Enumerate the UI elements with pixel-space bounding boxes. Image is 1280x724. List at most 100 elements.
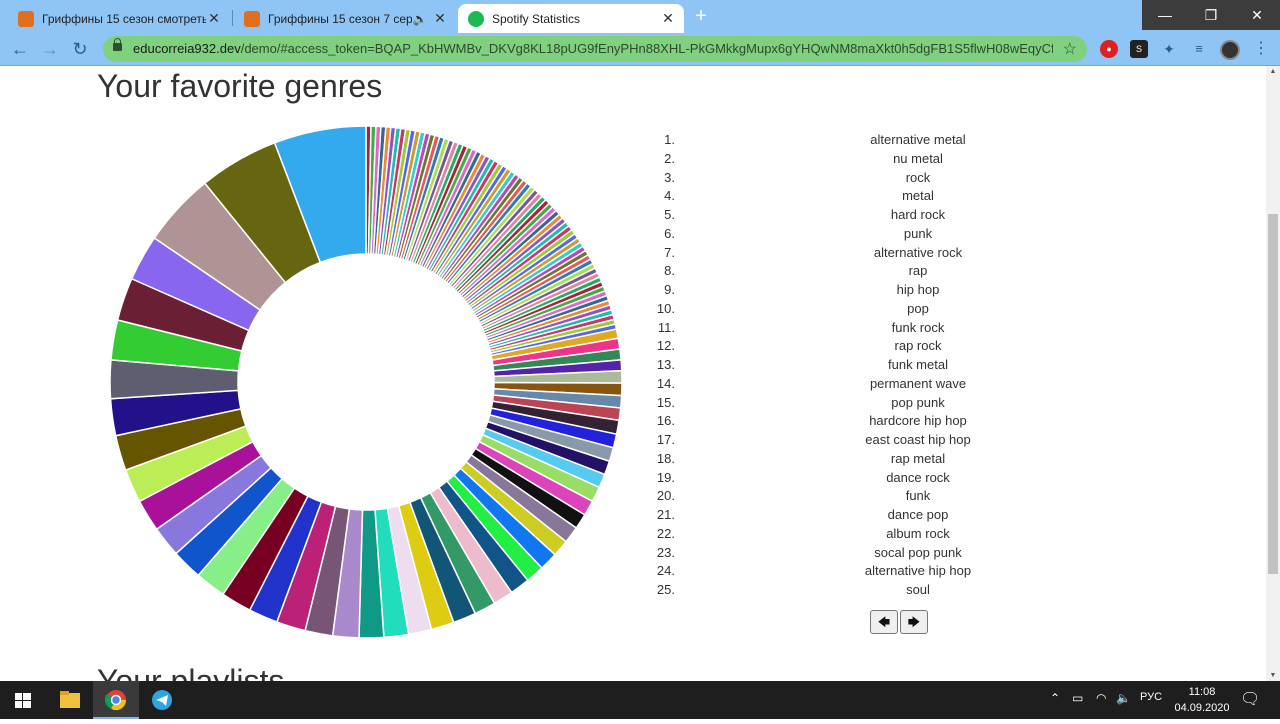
window-controls: — ❐ ✕ [1142,0,1280,30]
genre-name: nu metal [893,150,943,166]
genre-name: soul [906,582,930,597]
audio-playing-icon[interactable]: 🔈 [412,11,428,26]
page-scrollbar[interactable]: ▲ ▼ [1266,66,1280,681]
scroll-down-icon[interactable]: ▼ [1269,672,1277,679]
genre-rank: 20. [656,488,675,504]
genre-row: 11. funk rock [650,320,1000,339]
minimize-icon[interactable]: — [1158,7,1172,23]
scrollbar-thumb[interactable] [1268,214,1278,574]
genre-name: dance pop [887,507,949,522]
genre-row: 17. east coast hip hop [650,432,1000,451]
close-tab-icon[interactable]: ✕ [434,10,446,26]
extension-sih-icon[interactable]: S [1130,40,1148,58]
genre-name: east coast hip hop [865,432,971,447]
volume-icon[interactable]: 🔈 [1116,691,1131,705]
url-host: educorreia932.dev [133,41,241,56]
genre-row: 9. hip hop [650,282,1000,301]
genre-rank: 10. [656,300,675,316]
genre-row: 25. soul [650,582,1000,601]
genre-rank: 4. [664,188,675,204]
windows-taskbar: ⌃ ▭ ◠ 🔈 РУС 11:08 04.09.2020 🗨 [0,681,1280,719]
system-clock[interactable]: 11:08 04.09.2020 [1174,686,1230,714]
page-content: Your favorite genres 1. alternative metal… [0,66,1266,681]
close-window-icon[interactable]: ✕ [1251,7,1263,23]
next-page-button[interactable]: 🡆 [900,610,928,634]
genre-rank: 18. [656,450,675,466]
genre-name: funk [905,488,931,504]
keyboard-language-indicator[interactable]: РУС [1140,691,1163,703]
url-text[interactable]: educorreia932.dev/demo/#access_token=BQA… [133,41,1053,56]
genre-row: 4. metal [650,188,1000,207]
genre-row: 1. alternative metal [650,132,1000,151]
genre-rank: 6. [664,225,675,241]
bookmark-star-icon[interactable]: ☆ [1062,41,1077,58]
genre-name: alternative hip hop [864,563,972,579]
tab-favicon-icon [18,10,34,27]
genre-rank: 5. [664,207,675,222]
genre-name: rap rock [894,338,942,354]
genre-name: rap metal [890,450,946,466]
genre-rank: 25. [656,582,675,597]
tab-griffins-2[interactable]: Гриффины 15 сезон 7 серия 🔈 ✕ [234,4,456,33]
genre-row: 5. hard rock [650,207,1000,226]
genre-rank: 11. [657,319,675,335]
genre-rank: 3. [664,169,675,185]
genre-rank: 16. [656,413,675,429]
tab-griffins-1[interactable]: Гриффины 15 сезон смотреть о ✕ [8,4,230,33]
media-controls-icon[interactable]: ≡ [1195,41,1203,56]
genre-row: 23. socal pop punk [650,545,1000,564]
genre-row: 18. rap metal [650,451,1000,470]
genre-rank: 1. [664,132,675,147]
profile-avatar[interactable] [1220,40,1240,60]
back-arrow-icon[interactable]: ← [11,39,29,59]
tab-spotify-statistics[interactable]: Spotify Statistics ✕ [458,4,684,33]
genre-name: alternative metal [870,132,966,147]
genre-row: 6. punk [650,226,1000,245]
genre-name: rock [905,169,931,185]
genre-rank: 13. [656,357,675,372]
forward-arrow-icon[interactable]: → [41,39,59,59]
tab-separator [232,10,233,26]
new-tab-button[interactable]: + [695,5,707,27]
genre-name: funk rock [891,319,945,335]
restore-icon[interactable]: ❐ [1204,7,1218,23]
genre-rank: 9. [664,282,675,297]
tab-title: Гриффины 15 сезон смотреть о [42,11,206,26]
extensions-puzzle-icon[interactable]: ✦ [1163,41,1175,57]
genre-rank: 24. [656,563,675,579]
genre-rank: 23. [656,544,675,560]
close-tab-icon[interactable]: ✕ [208,10,220,26]
genres-list: 1. alternative metal 2. nu metal 3. rock 4. met… [650,132,1000,601]
genre-name: pop punk [891,394,945,410]
prev-page-button[interactable]: 🡄 [870,610,898,634]
chrome-taskbar-icon[interactable] [93,681,139,719]
genre-row: 8. rap [650,263,1000,282]
genre-name: album rock [886,525,950,541]
genres-donut-chart [109,125,623,639]
genre-name: funk metal [888,357,948,372]
genre-rank: 7. [664,244,675,260]
telegram-icon[interactable] [139,681,185,719]
genre-name: rap [908,263,928,279]
file-explorer-icon[interactable] [47,681,93,719]
close-tab-icon[interactable]: ✕ [662,10,674,26]
genre-row: 10. pop [650,301,1000,320]
extension-adblock-icon[interactable]: ● [1100,40,1118,58]
wifi-icon[interactable]: ◠ [1096,691,1107,705]
genre-row: 14. permanent wave [650,376,1000,395]
tray-chevron-up-icon[interactable]: ⌃ [1050,691,1061,705]
genre-rank: 22. [656,525,675,541]
battery-icon[interactable]: ▭ [1072,691,1084,705]
tab-title: Гриффины 15 сезон 7 серия [268,11,412,26]
right-arrow-icon: 🡆 [907,615,921,629]
scroll-up-icon[interactable]: ▲ [1269,68,1277,75]
donut-slice[interactable] [273,125,367,264]
genre-name: pop [907,300,929,316]
reload-icon[interactable]: ↻ [72,39,88,59]
address-bar[interactable]: educorreia932.dev/demo/#access_token=BQA… [103,36,1087,62]
menu-kebab-icon[interactable]: ⋮ [1253,40,1269,57]
notifications-icon[interactable]: 🗨 [1240,691,1261,708]
genre-name: permanent wave [869,375,967,391]
windows-start-icon[interactable] [0,681,46,719]
genre-rank: 17. [656,432,675,447]
